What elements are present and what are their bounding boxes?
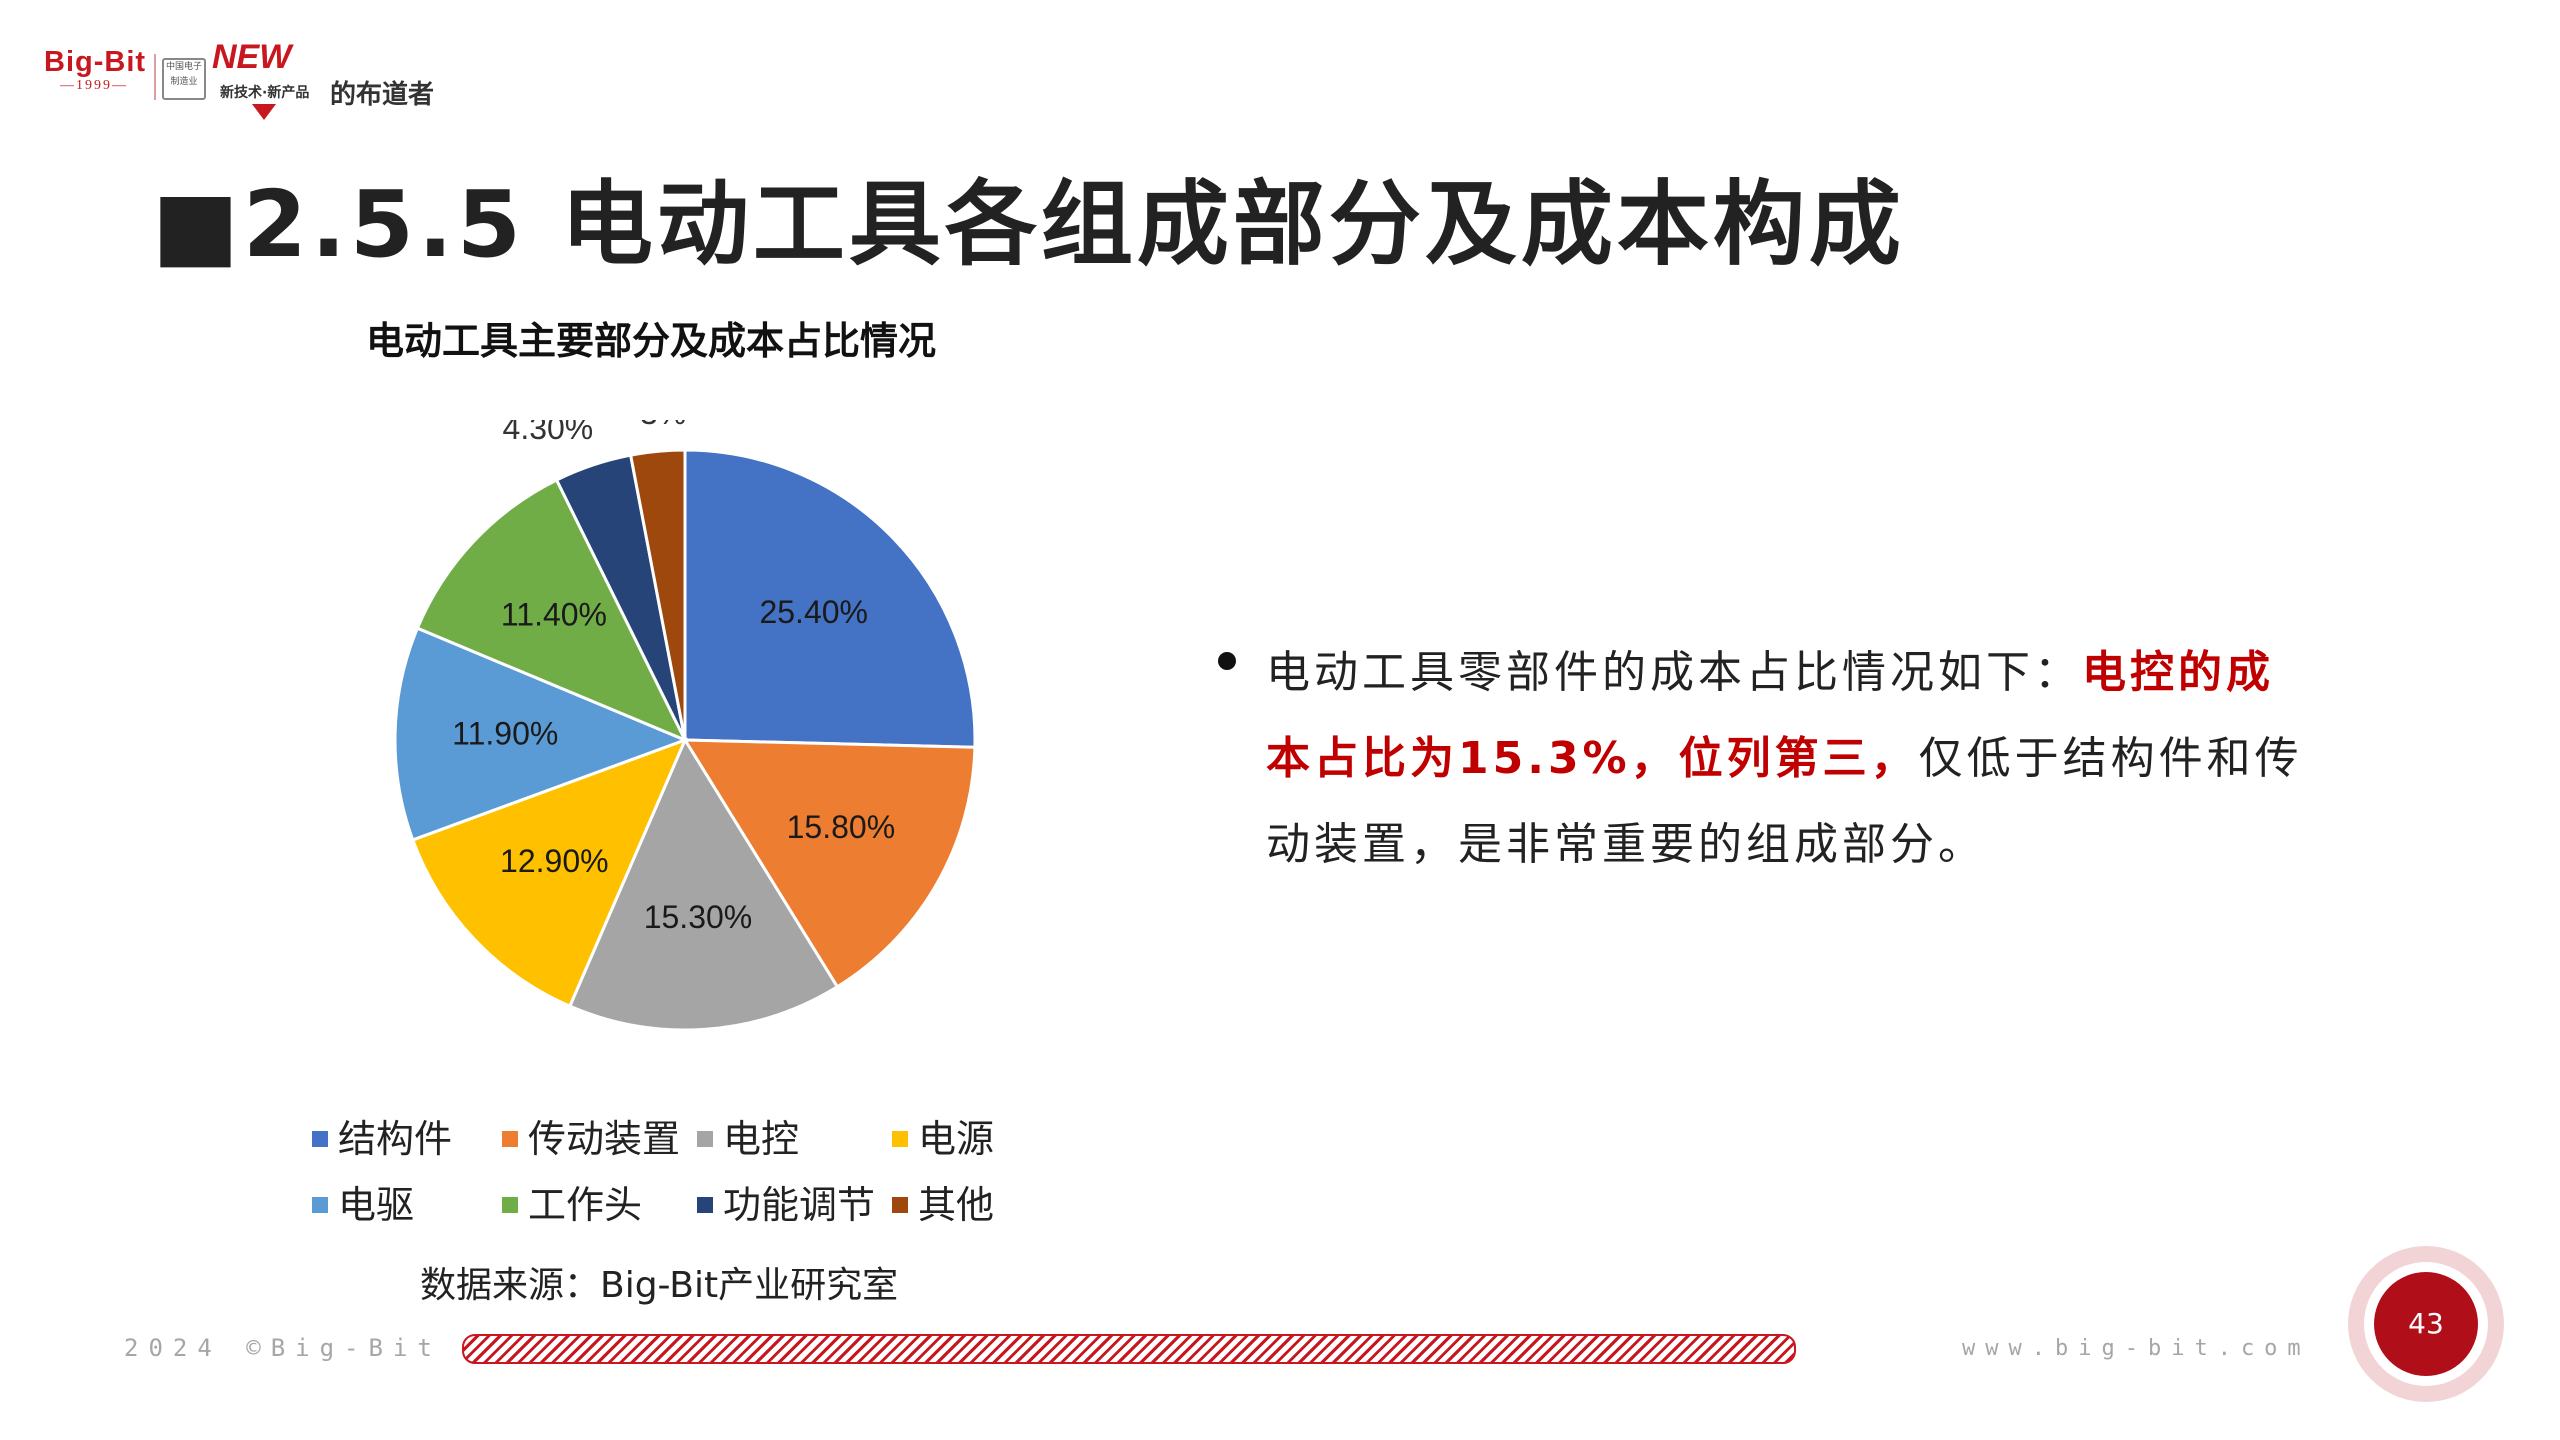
pie-slice-4 — [393, 626, 690, 842]
legend-label: 结构件 — [338, 1117, 453, 1161]
legend-item-4: 电驱 — [312, 1174, 414, 1229]
logo-divider — [154, 54, 156, 100]
logo-brand: Big-Bit — [44, 46, 147, 78]
legend-label: 传动装置 — [528, 1117, 681, 1161]
legend-label: 电驱 — [338, 1183, 415, 1227]
footer-website: www.big-bit.com — [1962, 1336, 2311, 1361]
legend-item-1: 传动装置 — [502, 1108, 680, 1163]
pie-slice-3 — [410, 737, 688, 1009]
bullet-rest: 仅低于结构件和传动装置，是非常重要的组成部分。 — [1266, 733, 2303, 870]
brand-logo: Big-Bit —1999— 中国电子制造业 NEW 新技术·新产品 的布道者 — [44, 36, 464, 126]
logo-new: NEW — [212, 38, 292, 76]
logo-name: 的布道者 — [330, 80, 435, 110]
page-number-badge: 43 — [2348, 1246, 2504, 1402]
legend-label: 电控 — [723, 1117, 800, 1161]
bullet-highlight: 电控的成本占比为15.3%，位列第三， — [1266, 647, 2274, 784]
legend-item-5: 工作头 — [502, 1174, 642, 1229]
pie-slice-2 — [567, 736, 840, 1032]
legend-label: 功能调节 — [723, 1183, 876, 1227]
legend-item-7: 其他 — [892, 1174, 994, 1229]
legend-swatch — [312, 1130, 328, 1147]
legend-swatch — [697, 1130, 713, 1147]
legend-item-6: 功能调节 — [697, 1174, 875, 1229]
slice-label-5: 11.40% — [501, 596, 607, 632]
footer-decorative-bar — [462, 1334, 1796, 1364]
legend-label: 电源 — [918, 1117, 995, 1161]
legend-swatch — [502, 1130, 518, 1147]
slice-label-0: 25.40% — [759, 594, 868, 630]
legend-swatch — [892, 1196, 908, 1213]
data-source-note: 数据来源：Big-Bit产业研究室 — [420, 1265, 899, 1306]
pie-slice-1 — [682, 738, 977, 989]
legend-label: 其他 — [918, 1183, 995, 1227]
page-badge-ring: 43 — [2364, 1262, 2488, 1386]
legend-label: 工作头 — [528, 1183, 643, 1227]
legend-item-2: 电控 — [697, 1108, 799, 1163]
slice-label-4: 11.90% — [452, 715, 558, 751]
bullet-point: 电动工具零部件的成本占比情况如下：电控的成本占比为15.3%，位列第三，仅低于结… — [1218, 630, 2318, 888]
slice-label-2: 15.30% — [644, 899, 753, 935]
legend-swatch — [502, 1196, 518, 1213]
slice-label-7: 3% — [640, 420, 686, 431]
slice-label-1: 15.80% — [787, 809, 896, 845]
legend-swatch — [892, 1130, 908, 1147]
legend-item-0: 结构件 — [312, 1108, 452, 1163]
logo-tagline: 新技术·新产品 — [220, 85, 310, 101]
legend-item-3: 电源 — [892, 1108, 994, 1163]
logo-triangle-icon — [252, 104, 276, 120]
bullet-text: 电动工具零部件的成本占比情况如下：电控的成本占比为15.3%，位列第三，仅低于结… — [1266, 630, 2318, 888]
slice-label-6: 4.30% — [503, 420, 594, 446]
logo-year: —1999— — [60, 78, 128, 93]
legend-swatch — [312, 1196, 328, 1213]
logo-org-badge: 中国电子制造业 — [162, 58, 206, 100]
bullet-intro: 电动工具零部件的成本占比情况如下： — [1266, 647, 2082, 698]
footer-copyright: 2024 ©Big-Bit — [124, 1334, 442, 1362]
pie-slice-0 — [683, 448, 977, 749]
pie-slice-5 — [415, 477, 689, 743]
legend-swatch — [697, 1196, 713, 1213]
chart-title: 电动工具主要部分及成本占比情况 — [366, 319, 937, 363]
page-title: ■2.5.5 电动工具各组成部分及成本构成 — [152, 171, 1905, 278]
bullet-dot-icon — [1218, 652, 1236, 670]
page-number: 43 — [2374, 1272, 2478, 1376]
slice-label-3: 12.90% — [500, 843, 609, 879]
pie-slice-7 — [628, 448, 687, 741]
pie-chart: 25.40% 15.80% 15.30% 12.90% 11.90% 11.40% 4.30… — [393, 420, 977, 1032]
